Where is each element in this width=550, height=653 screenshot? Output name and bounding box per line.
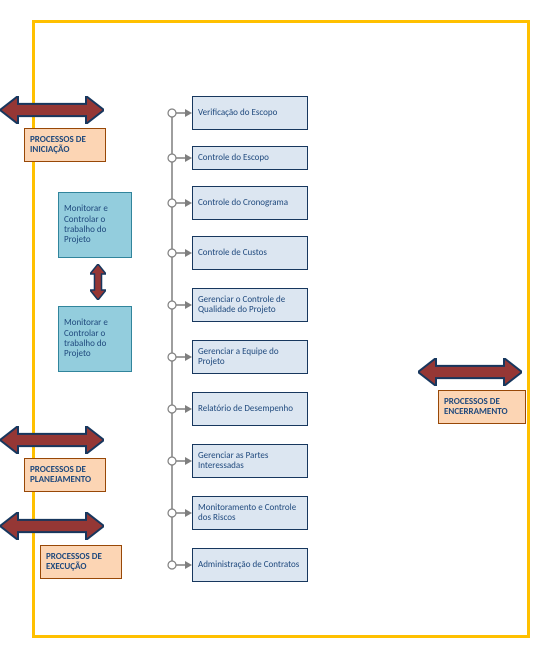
box-adm-contratos-label: Administração de Contratos [198, 560, 299, 570]
box-ger-qualidade: Gerenciar o Controle de Qualidade do Pro… [192, 288, 308, 322]
box-rel-desempenho-label: Relatório de Desempenho [198, 404, 293, 414]
box-iniciacao-label: PROCESSOS DE INICIAÇÃO [30, 135, 100, 156]
box-verif-escopo-label: Verificação do Escopo [198, 108, 277, 118]
arrow-monitorar-link [90, 264, 106, 300]
box-verif-escopo: Verificação do Escopo [192, 96, 308, 130]
box-encerramento-label: PROCESSOS DE ENCERRAMENTO [444, 397, 520, 418]
arrow-planejamento [0, 426, 104, 454]
box-ger-partes-label: Gerenciar as Partes Interessadas [198, 451, 302, 472]
box-ger-partes: Gerenciar as Partes Interessadas [192, 444, 308, 478]
box-rel-desempenho: Relatório de Desempenho [192, 392, 308, 426]
spine-connectors [162, 102, 196, 574]
box-planejamento: PROCESSOS DE PLANEJAMENTO [24, 458, 106, 492]
box-ctrl-crono-label: Controle do Cronograma [198, 198, 288, 208]
box-adm-contratos: Administração de Contratos [192, 548, 308, 582]
arrow-encerramento [418, 358, 522, 386]
box-execucao-label: PROCESSOS DE EXECUÇÃO [46, 552, 116, 573]
box-monitorar-1: Monitorar e Controlar o trabalho do Proj… [58, 192, 132, 258]
box-iniciacao: PROCESSOS DE INICIAÇÃO [24, 128, 106, 162]
box-ger-equipe-label: Gerenciar a Equipe do Projeto [198, 347, 302, 368]
box-execucao: PROCESSOS DE EXECUÇÃO [40, 545, 122, 579]
box-ctrl-escopo-label: Controle do Escopo [198, 153, 269, 163]
box-planejamento-label: PROCESSOS DE PLANEJAMENTO [30, 465, 100, 486]
box-monitorar-1-label: Monitorar e Controlar o trabalho do Proj… [64, 204, 126, 245]
diagram-stage: PROCESSOS DE INICIAÇÃO PROCESSOS DE PLANE… [0, 0, 550, 653]
box-ger-equipe: Gerenciar a Equipe do Projeto [192, 340, 308, 374]
box-ctrl-custos-label: Controle de Custos [198, 248, 267, 258]
box-encerramento: PROCESSOS DE ENCERRAMENTO [438, 390, 526, 424]
box-ger-qualidade-label: Gerenciar o Controle de Qualidade do Pro… [198, 295, 302, 316]
box-ctrl-escopo: Controle do Escopo [192, 146, 308, 170]
box-ctrl-crono: Controle do Cronograma [192, 186, 308, 220]
box-ctrl-custos: Controle de Custos [192, 236, 308, 270]
box-monitorar-2: Monitorar e Controlar o trabalho do Proj… [58, 306, 132, 372]
box-monitorar-2-label: Monitorar e Controlar o trabalho do Proj… [64, 318, 126, 359]
box-mon-riscos-label: Monitoramento e Controle dos Riscos [198, 503, 302, 524]
arrow-execucao [0, 512, 104, 540]
box-mon-riscos: Monitoramento e Controle dos Riscos [192, 496, 308, 530]
arrow-iniciacao [0, 96, 104, 124]
